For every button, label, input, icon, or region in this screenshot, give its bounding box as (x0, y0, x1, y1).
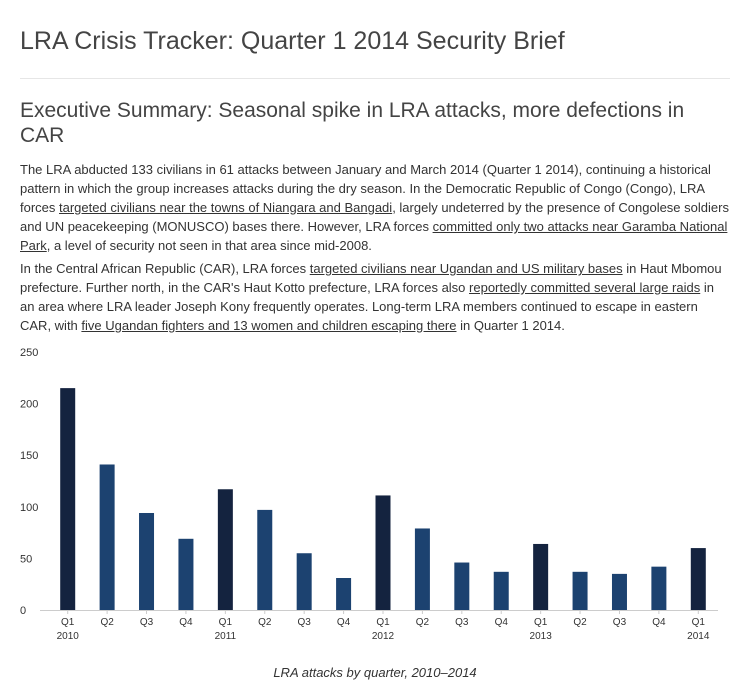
x-tick-label-quarter: Q1 (692, 617, 706, 628)
y-tick-label: 50 (20, 553, 32, 565)
x-tick-label-quarter: Q2 (573, 617, 587, 628)
bar-17 (690, 548, 706, 610)
para1-text-1: The LRA abducted 133 civilians in 61 att… (20, 162, 711, 215)
para2-text-2: in Haut Mbomou prefecture. Further north… (20, 261, 722, 295)
x-tick-label-year: 2011 (215, 631, 237, 642)
chart-caption: LRA attacks by quarter, 2010–2014 (273, 665, 477, 680)
bar-2 (99, 464, 115, 610)
x-tick-label-year: 2010 (57, 631, 80, 642)
bar-4 (178, 538, 194, 610)
y-tick-label: 0 (20, 605, 26, 617)
bar-16 (651, 566, 667, 610)
y-tick-label: 150 (20, 450, 38, 462)
x-tick-label-quarter: Q3 (140, 617, 154, 628)
bar-8 (336, 578, 352, 610)
y-tick-label: 100 (20, 502, 38, 514)
para2-text-1: In the Central African Republic (CAR), L… (20, 261, 310, 276)
x-tick-label-quarter: Q2 (416, 617, 430, 628)
bar-14 (572, 571, 588, 610)
x-tick-label-quarter: Q1 (61, 617, 75, 628)
section-title: Executive Summary: Seasonal spike in LRA… (20, 99, 685, 147)
title-divider (20, 78, 730, 79)
link-garamba-attacks[interactable]: committed only two attacks near Garamba … (20, 219, 728, 253)
x-tick-label-quarter: Q4 (652, 617, 666, 628)
para1-text-2: , largely undeterred by the presence of … (20, 200, 729, 234)
para2-text-4: in Quarter 1 2014. (456, 318, 565, 333)
x-tick-label-year: 2013 (530, 631, 553, 642)
x-tick-label-quarter: Q2 (258, 617, 272, 628)
x-tick-label-quarter: Q4 (337, 617, 351, 628)
link-ugandan-us-bases[interactable]: targeted civilians near Ugandan and US m… (309, 261, 623, 276)
x-tick-label-quarter: Q1 (219, 617, 233, 628)
x-tick-label-quarter: Q3 (613, 617, 627, 628)
x-tick-label-year: 2012 (372, 631, 395, 642)
bar-5 (217, 489, 233, 610)
x-tick-label-quarter: Q2 (100, 617, 114, 628)
para1-text-3: , a level of security not seen in that a… (46, 238, 372, 253)
bar-9 (375, 495, 391, 610)
bar-7 (296, 553, 312, 610)
link-escapees[interactable]: five Ugandan fighters and 13 women and c… (81, 318, 457, 333)
bar-11 (454, 562, 470, 610)
x-tick-label-quarter: Q3 (298, 617, 312, 628)
x-tick-label-quarter: Q4 (495, 617, 509, 628)
attacks-bar-chart: 0 50 100 150 200 250 Q1 2010 Q2 Q3 Q4 Q1 2011 Q2 Q3 Q4 Q… (20, 347, 718, 642)
x-tick-label-year: 2014 (687, 631, 710, 642)
x-tick-label-quarter: Q3 (455, 617, 469, 628)
para2-text-3: in an area where LRA leader Joseph Kony … (20, 280, 714, 333)
summary-paragraph-2: In the Central African Republic (CAR), L… (20, 259, 730, 335)
bar-12 (493, 571, 509, 610)
bar-3 (139, 512, 155, 610)
bar-10 (414, 528, 430, 610)
bar-1 (60, 388, 76, 610)
x-tick-label-quarter: Q1 (376, 617, 390, 628)
summary-paragraph-1: The LRA abducted 133 civilians in 61 att… (20, 160, 730, 255)
y-tick-label: 200 (20, 399, 38, 411)
bar-6 (257, 509, 273, 610)
bar-15 (611, 573, 627, 610)
link-niangara-bangadi[interactable]: targeted civilians near the towns of Nia… (59, 200, 393, 215)
x-tick-label-quarter: Q4 (179, 617, 193, 628)
x-tick-label-quarter: Q1 (534, 617, 548, 628)
page-title: LRA Crisis Tracker: Quarter 1 2014 Secur… (20, 27, 565, 55)
bar-13 (533, 543, 549, 610)
link-large-raids[interactable]: reportedly committed several large raids (469, 280, 701, 295)
y-tick-label: 250 (20, 347, 38, 359)
